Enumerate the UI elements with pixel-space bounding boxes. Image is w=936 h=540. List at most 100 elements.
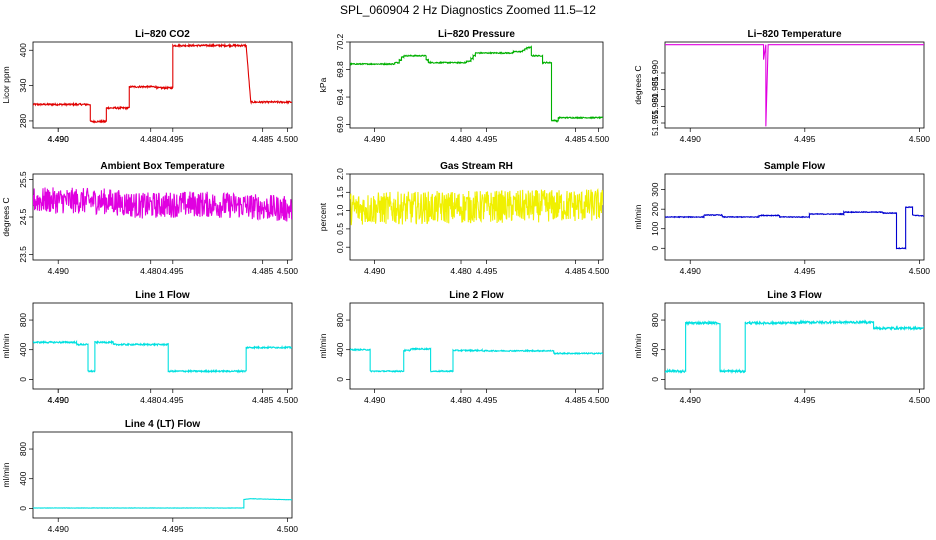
x-tick-label: 4.495 bbox=[476, 134, 498, 144]
plot-frame bbox=[349, 302, 604, 390]
panel-7: Line 1 Flow4.4904.4854.4904.4954.5000400… bbox=[1, 290, 299, 405]
x-tick-label: 4.495 bbox=[794, 395, 816, 405]
y-tick-label: 0 bbox=[18, 377, 28, 382]
y-tick-label: 400 bbox=[18, 471, 28, 485]
x-tick-label: 4.495 bbox=[794, 134, 816, 144]
y-axis-label: ml/min bbox=[633, 204, 643, 229]
panel-2: Li−820 Pressure 4.480 4.485 4.490 4.495 4.500… bbox=[140, 29, 609, 144]
plot-frame bbox=[349, 173, 604, 261]
plot-frame bbox=[664, 302, 925, 390]
x-tick-label: 4.490 bbox=[680, 134, 702, 144]
panel-3: Li−820 Temperature 4.480 4.485 4.490 4.495 4.… bbox=[450, 29, 930, 144]
series-line bbox=[665, 319, 924, 375]
x-tick-label: 4.490 bbox=[364, 266, 386, 276]
y-axis-label: degrees C bbox=[1, 197, 11, 236]
x-tick-label: 4.490 bbox=[48, 395, 70, 405]
x-tick-label: 4.480 bbox=[450, 266, 472, 276]
y-tick-label: 51.975 bbox=[650, 110, 660, 136]
y-tick-label: 400 bbox=[650, 342, 660, 356]
y-tick-label: 800 bbox=[18, 313, 28, 327]
x-tick-label: 4.495 bbox=[162, 524, 184, 534]
x-tick-label: 4.480 bbox=[450, 395, 472, 405]
x-tick-label: 4.485 bbox=[252, 395, 274, 405]
y-axis-label: ml/min bbox=[318, 333, 328, 358]
y-tick-label: 400 bbox=[18, 43, 28, 57]
series-line bbox=[33, 339, 292, 374]
y-tick-label: 69.0 bbox=[335, 116, 345, 133]
panel-title: Li−820 CO2 bbox=[135, 29, 190, 40]
y-tick-label: 70.2 bbox=[335, 33, 345, 50]
y-tick-label: 2.0 bbox=[335, 168, 345, 180]
x-tick-label: 4.485 bbox=[565, 266, 587, 276]
x-tick-label: 4.500 bbox=[277, 266, 299, 276]
series-line bbox=[33, 187, 292, 222]
x-tick-label: 4.500 bbox=[277, 395, 299, 405]
x-tick-label: 4.490 bbox=[680, 395, 702, 405]
x-tick-label: 4.490 bbox=[48, 134, 70, 144]
panel-title: Li−820 Temperature bbox=[747, 29, 841, 40]
panel-title: Line 1 Flow bbox=[135, 290, 190, 301]
panel-title: Line 2 Flow bbox=[449, 290, 504, 301]
y-tick-label: 51.990 bbox=[650, 60, 660, 86]
x-tick-label: 4.480 bbox=[450, 134, 472, 144]
plot-frame bbox=[32, 302, 293, 390]
x-tick-label: 4.495 bbox=[162, 395, 184, 405]
series-line bbox=[665, 206, 924, 250]
x-tick-label: 4.495 bbox=[794, 266, 816, 276]
x-tick-label: 4.495 bbox=[162, 134, 184, 144]
y-tick-label: 23.5 bbox=[18, 246, 28, 263]
x-tick-label: 4.500 bbox=[588, 134, 610, 144]
x-tick-label: 4.480 bbox=[140, 395, 162, 405]
series-line bbox=[33, 42, 292, 124]
x-tick-label: 4.480 bbox=[140, 266, 162, 276]
y-tick-label: 400 bbox=[18, 342, 28, 356]
panel-1: Li−820 CO24.4904.4854.4904.4954.50028034… bbox=[1, 29, 299, 144]
x-tick-label: 4.485 bbox=[565, 395, 587, 405]
x-tick-label: 4.480 bbox=[140, 134, 162, 144]
y-tick-label: 1.0 bbox=[335, 204, 345, 216]
panel-6: Sample Flow 4.480 4.485 4.490 4.495 4.500 0 100… bbox=[450, 161, 930, 276]
plot-frame bbox=[32, 431, 293, 519]
panel-4: Ambient Box Temperature 4.480 4.485 4.490 4.… bbox=[1, 161, 299, 276]
panel-8: Line 2 Flow 4.480 4.485 4.490 4.495 4.500 0 400… bbox=[140, 290, 609, 405]
panel-title: Ambient Box Temperature bbox=[100, 161, 225, 172]
series-line bbox=[350, 188, 603, 226]
plot-frame bbox=[349, 41, 604, 129]
x-tick-label: 4.490 bbox=[680, 266, 702, 276]
x-tick-label: 4.495 bbox=[476, 395, 498, 405]
panels: Li−820 CO2 4.490 4.485 4.490 4.495 4.500 280 34… bbox=[1, 29, 930, 534]
x-tick-label: 4.490 bbox=[364, 134, 386, 144]
y-tick-label: 100 bbox=[650, 221, 660, 235]
x-tick-label: 4.490 bbox=[364, 395, 386, 405]
y-tick-label: 0 bbox=[650, 377, 660, 382]
y-axis-label: kPa bbox=[318, 77, 328, 92]
y-tick-label: 0 bbox=[335, 377, 345, 382]
x-tick-label: 4.500 bbox=[277, 134, 299, 144]
y-axis-label: degrees C bbox=[633, 65, 643, 104]
x-tick-label: 4.500 bbox=[909, 395, 931, 405]
panel-title: Sample Flow bbox=[764, 161, 825, 172]
y-axis-label: ml/min bbox=[1, 462, 11, 487]
x-tick-label: 4.490 bbox=[48, 134, 70, 144]
x-tick-label: 4.500 bbox=[277, 524, 299, 534]
y-tick-label: 280 bbox=[18, 114, 28, 128]
y-tick-label: 0.0 bbox=[335, 241, 345, 253]
x-tick-label: 4.490 bbox=[48, 266, 70, 276]
panel-title: Line 4 (LT) Flow bbox=[125, 419, 201, 430]
y-tick-label: 0.5 bbox=[335, 223, 345, 235]
y-tick-label: 800 bbox=[335, 313, 345, 327]
y-tick-label: 51.980 bbox=[650, 93, 660, 119]
panel-title: Line 3 Flow bbox=[767, 290, 822, 301]
panel-title: Li−820 Pressure bbox=[438, 29, 515, 40]
series-line bbox=[33, 498, 292, 509]
y-tick-label: 24.5 bbox=[18, 208, 28, 225]
y-tick-label: 51.985 bbox=[650, 76, 660, 102]
y-tick-label: 0 bbox=[18, 506, 28, 511]
x-tick-label: 4.490 bbox=[48, 524, 70, 534]
x-tick-label: 4.490 bbox=[48, 395, 70, 405]
panel-9: Line 3 Flow 4.480 4.485 4.490 4.495 4.500 0 400… bbox=[450, 290, 930, 405]
x-tick-label: 4.500 bbox=[588, 395, 610, 405]
y-tick-label: 1.5 bbox=[335, 186, 345, 198]
panel-10: Line 4 (LT) Flow4.4804.4854.4904.4954.50… bbox=[1, 419, 299, 534]
